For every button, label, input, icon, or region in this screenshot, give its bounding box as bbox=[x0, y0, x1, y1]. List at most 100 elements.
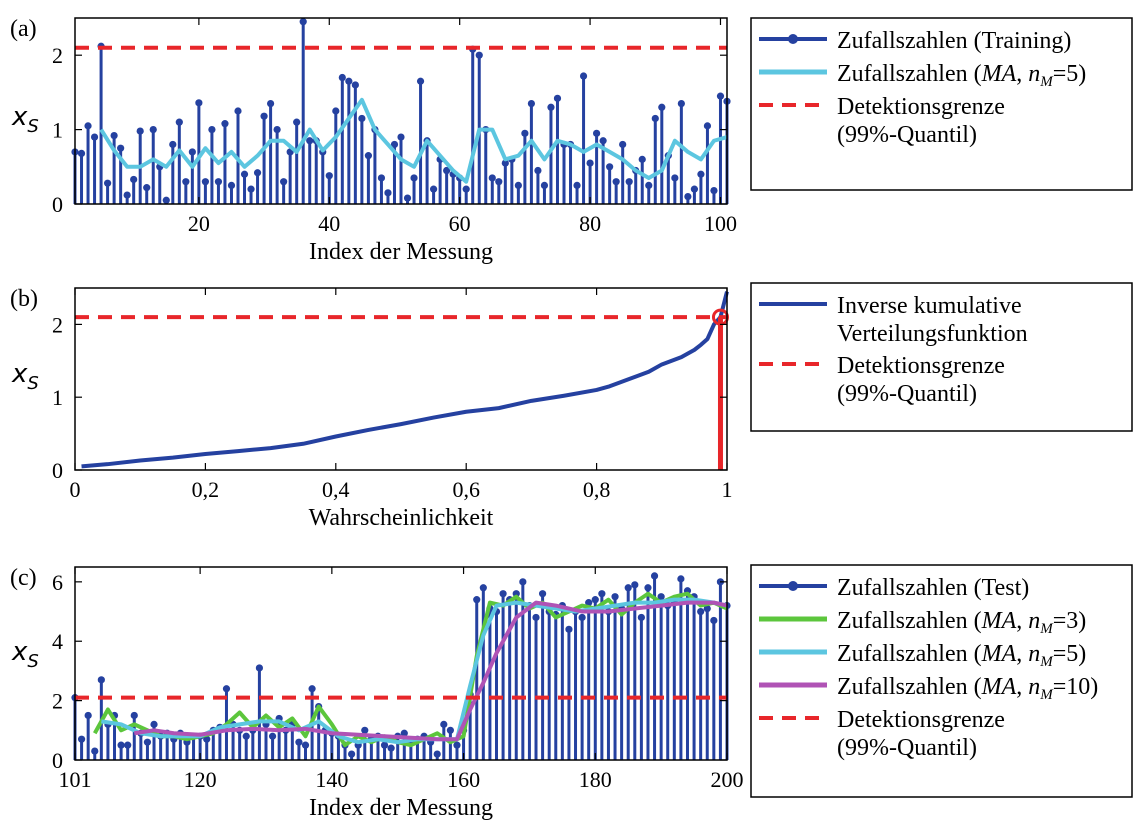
legend-entry: Detektionsgrenze(99%-Quantil) bbox=[759, 707, 1005, 761]
stem-marker bbox=[255, 664, 264, 672]
series-line bbox=[133, 600, 728, 742]
stem-marker bbox=[578, 613, 586, 622]
stem-marker bbox=[586, 159, 594, 167]
y-tick-label: 2 bbox=[52, 689, 63, 714]
legend-entry: Detektionsgrenze(99%-Quantil) bbox=[759, 353, 1005, 407]
legend: Zufallszahlen (Test) Zufallszahlen (MA, n… bbox=[750, 564, 1133, 798]
y-axis-label: xS bbox=[11, 637, 39, 672]
stem-marker bbox=[358, 114, 366, 123]
stem-marker bbox=[677, 99, 685, 108]
stem-marker bbox=[671, 174, 679, 182]
stem-marker bbox=[658, 103, 666, 111]
stem-marker bbox=[136, 127, 144, 135]
legend-entry: Detektionsgrenze(99%-Quantil) bbox=[759, 94, 1005, 148]
stem-marker bbox=[214, 178, 223, 186]
stem-marker bbox=[462, 185, 470, 193]
stem-marker bbox=[162, 196, 170, 204]
stem-marker bbox=[532, 613, 540, 622]
legend-entry: Zufallszahlen (MA, nM=3) bbox=[759, 608, 1086, 637]
stem-marker bbox=[657, 593, 665, 601]
stem-marker bbox=[182, 178, 190, 186]
x-tick-label: 20 bbox=[188, 211, 210, 236]
y-tick-label: 2 bbox=[52, 43, 63, 68]
svg-text:Zufallszahlen (MA, nM=5): Zufallszahlen (MA, nM=5) bbox=[837, 61, 1086, 90]
svg-text:Zufallszahlen (MA, nM=3): Zufallszahlen (MA, nM=3) bbox=[837, 608, 1086, 637]
x-tick-label: 101 bbox=[59, 767, 92, 792]
legend-label: Zufallszahlen (Training) bbox=[837, 28, 1071, 54]
stem-marker bbox=[637, 613, 645, 622]
x-tick-label: 180 bbox=[579, 767, 612, 792]
x-tick-label: 0,6 bbox=[452, 477, 480, 502]
stem-marker bbox=[593, 129, 601, 137]
y-tick-label: 0 bbox=[52, 192, 63, 217]
stem-marker bbox=[473, 596, 481, 604]
stem-marker bbox=[697, 170, 705, 178]
legend-label: Zufallszahlen (MA, nM=3) bbox=[837, 608, 1086, 637]
stem-marker bbox=[123, 191, 131, 199]
svg-text:Zufallszahlen (Training): Zufallszahlen (Training) bbox=[837, 28, 1071, 54]
stem-marker bbox=[338, 73, 346, 82]
legend-label: Detektionsgrenze bbox=[837, 707, 1005, 733]
stem-marker bbox=[387, 744, 395, 752]
stem-marker bbox=[242, 732, 250, 740]
stem-marker bbox=[260, 112, 268, 120]
stem-marker bbox=[585, 599, 593, 607]
stem-marker bbox=[84, 122, 92, 130]
y-tick-label: 4 bbox=[52, 629, 63, 654]
y-tick-label: 1 bbox=[52, 385, 63, 410]
stem-marker bbox=[612, 178, 620, 186]
stem-marker bbox=[446, 726, 454, 734]
stem-marker bbox=[440, 720, 448, 728]
stem-marker bbox=[247, 185, 255, 193]
stem-marker bbox=[400, 729, 408, 737]
svg-text:Zufallszahlen (Test): Zufallszahlen (Test) bbox=[837, 575, 1029, 601]
legend-entry: Zufallszahlen (MA, nM=5) bbox=[759, 61, 1086, 90]
stem-marker bbox=[479, 584, 487, 592]
svg-text:Detektionsgrenze: Detektionsgrenze bbox=[837, 94, 1005, 120]
stem-marker bbox=[208, 126, 216, 134]
legend-entry: Zufallszahlen (MA, nM=10) bbox=[759, 674, 1098, 703]
stem-marker bbox=[150, 720, 158, 728]
stem-marker bbox=[221, 120, 229, 128]
chart-panel-c: 101 120 140 160 180 200 0 2 4 6 Index der Messung x… bbox=[10, 564, 1133, 821]
stem-marker bbox=[565, 625, 573, 633]
svg-text:Zufallszahlen (MA, nM=5): Zufallszahlen (MA, nM=5) bbox=[837, 641, 1086, 670]
stem-marker bbox=[84, 711, 92, 720]
svg-text:(99%-Quantil): (99%-Quantil) bbox=[837, 735, 977, 761]
stem-marker bbox=[169, 140, 177, 149]
legend: Zufallszahlen (Training) Zufallszahlen (M… bbox=[750, 17, 1133, 191]
stem-marker bbox=[416, 77, 425, 85]
stem-marker bbox=[345, 77, 353, 85]
stem-marker bbox=[240, 170, 249, 178]
svg-text:Inverse kumulative: Inverse kumulative bbox=[837, 293, 1022, 319]
stem-marker bbox=[130, 175, 138, 184]
stem-marker bbox=[495, 178, 503, 186]
x-tick-label: 120 bbox=[184, 767, 217, 792]
stem-marker bbox=[104, 179, 112, 187]
stem-marker bbox=[403, 194, 412, 202]
legend-label: Inverse kumulative bbox=[837, 293, 1022, 319]
stem-marker bbox=[280, 178, 288, 186]
stem-marker bbox=[625, 178, 633, 186]
stem-marker bbox=[606, 163, 614, 171]
stem-marker bbox=[598, 590, 606, 598]
x-tick-label: 60 bbox=[449, 211, 471, 236]
stem-marker bbox=[77, 735, 86, 743]
legend-label: Zufallszahlen (MA, nM=5) bbox=[837, 61, 1086, 90]
stem-marker bbox=[573, 181, 581, 189]
stem-marker bbox=[188, 148, 196, 156]
stem-marker bbox=[361, 726, 369, 734]
stem-marker bbox=[644, 584, 652, 592]
stem-marker bbox=[273, 126, 281, 134]
stem-marker bbox=[295, 738, 303, 746]
stem-marker bbox=[703, 122, 712, 130]
stem-marker bbox=[579, 72, 588, 80]
stem-marker bbox=[430, 185, 438, 193]
legend-entry: Zufallszahlen (Test) bbox=[759, 575, 1029, 601]
stem-marker bbox=[453, 741, 461, 749]
x-axis-label: Index der Messung bbox=[309, 239, 493, 265]
legend-entry: Zufallszahlen (Training) bbox=[759, 28, 1071, 54]
stem-marker bbox=[645, 181, 653, 189]
stem-marker bbox=[293, 118, 301, 126]
